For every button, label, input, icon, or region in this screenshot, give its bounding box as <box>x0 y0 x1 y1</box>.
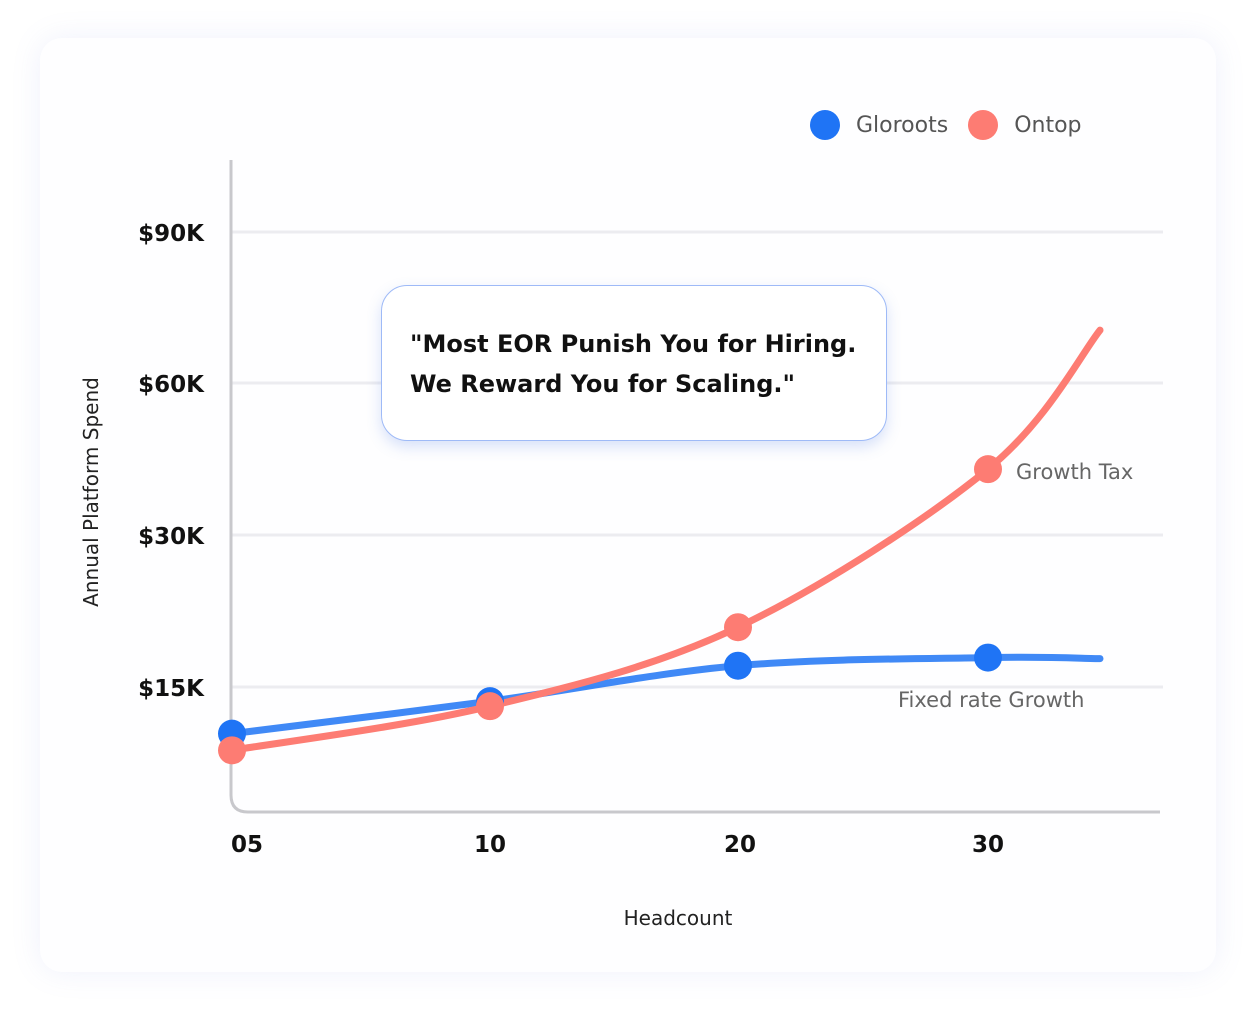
y-tick-label: $30K <box>138 524 205 550</box>
x-tick-label: 30 <box>972 832 1004 858</box>
y-tick-label: $60K <box>138 372 205 398</box>
legend-label-ontop: Ontop <box>1014 112 1082 138</box>
data-point-gloroots <box>974 643 1002 672</box>
legend-dot-ontop <box>968 110 999 140</box>
callout-quote: "Most EOR Punish You for Hiring. We Rewa… <box>381 285 887 441</box>
x-tick-label: 10 <box>474 832 506 858</box>
data-point-ontop <box>218 736 246 765</box>
y-axis-label: Annual Platform Spend <box>79 377 103 607</box>
x-tick-label: 05 <box>231 832 263 858</box>
y-tick-label: $90K <box>138 221 205 247</box>
data-point-ontop <box>476 692 504 721</box>
annotation-fixed-rate-growth: Fixed rate Growth <box>898 688 1084 712</box>
annotation-growth-tax: Growth Tax <box>1016 460 1133 484</box>
callout-line-2: We Reward You for Scaling." <box>410 370 796 398</box>
legend-label-gloroots: Gloroots <box>856 112 949 138</box>
data-point-ontop <box>974 455 1002 484</box>
x-axis-label: Headcount <box>624 906 733 930</box>
y-tick-label: $15K <box>138 676 205 702</box>
legend: Gloroots Ontop <box>810 110 1082 140</box>
legend-dot-gloroots <box>810 110 840 140</box>
axes <box>229 160 1160 814</box>
x-tick-label: 20 <box>724 832 756 858</box>
chart-card <box>40 38 1216 972</box>
data-point-ontop <box>724 613 752 642</box>
data-point-gloroots <box>724 651 752 680</box>
callout-line-1: "Most EOR Punish You for Hiring. <box>410 330 857 358</box>
